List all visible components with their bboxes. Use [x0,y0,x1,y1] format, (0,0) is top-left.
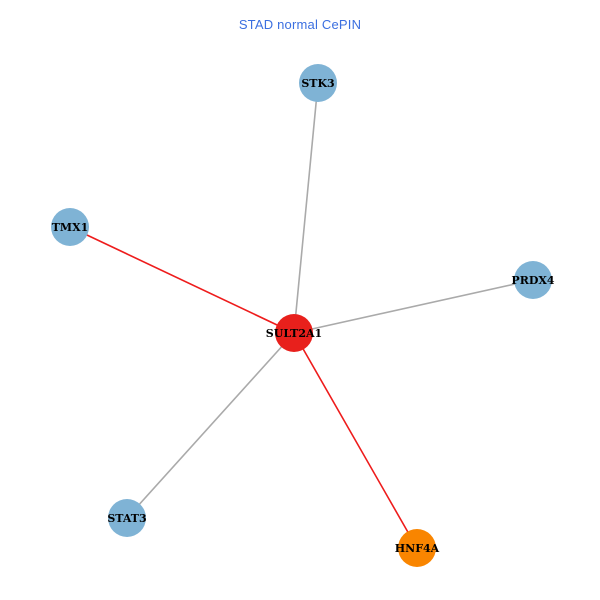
network-node[interactable] [51,208,89,246]
edge-layer [69,82,534,549]
network-edge[interactable] [293,279,534,334]
network-edge[interactable] [293,332,418,549]
network-node-label: STK3 [301,77,334,90]
network-node-label: HNF4A [395,542,440,555]
network-edge[interactable] [293,82,319,334]
network-node-label: PRDX4 [511,274,554,287]
network-edge[interactable] [69,226,295,334]
network-node-label: TMX1 [52,221,89,234]
page-title: STAD normal CePIN [238,17,362,32]
network-node[interactable] [299,64,337,102]
network-node[interactable] [398,529,436,567]
network-node[interactable] [275,314,313,352]
label-layer: SULT2A1 STK3 TMX1 PRDX4 STAT3 HNF4A [52,77,555,555]
node-layer [51,64,552,567]
network-node[interactable] [514,261,552,299]
network-edge[interactable] [126,332,295,519]
network-node-label: SULT2A1 [266,327,322,340]
network-node-label: STAT3 [107,512,146,525]
network-node[interactable] [108,499,146,537]
